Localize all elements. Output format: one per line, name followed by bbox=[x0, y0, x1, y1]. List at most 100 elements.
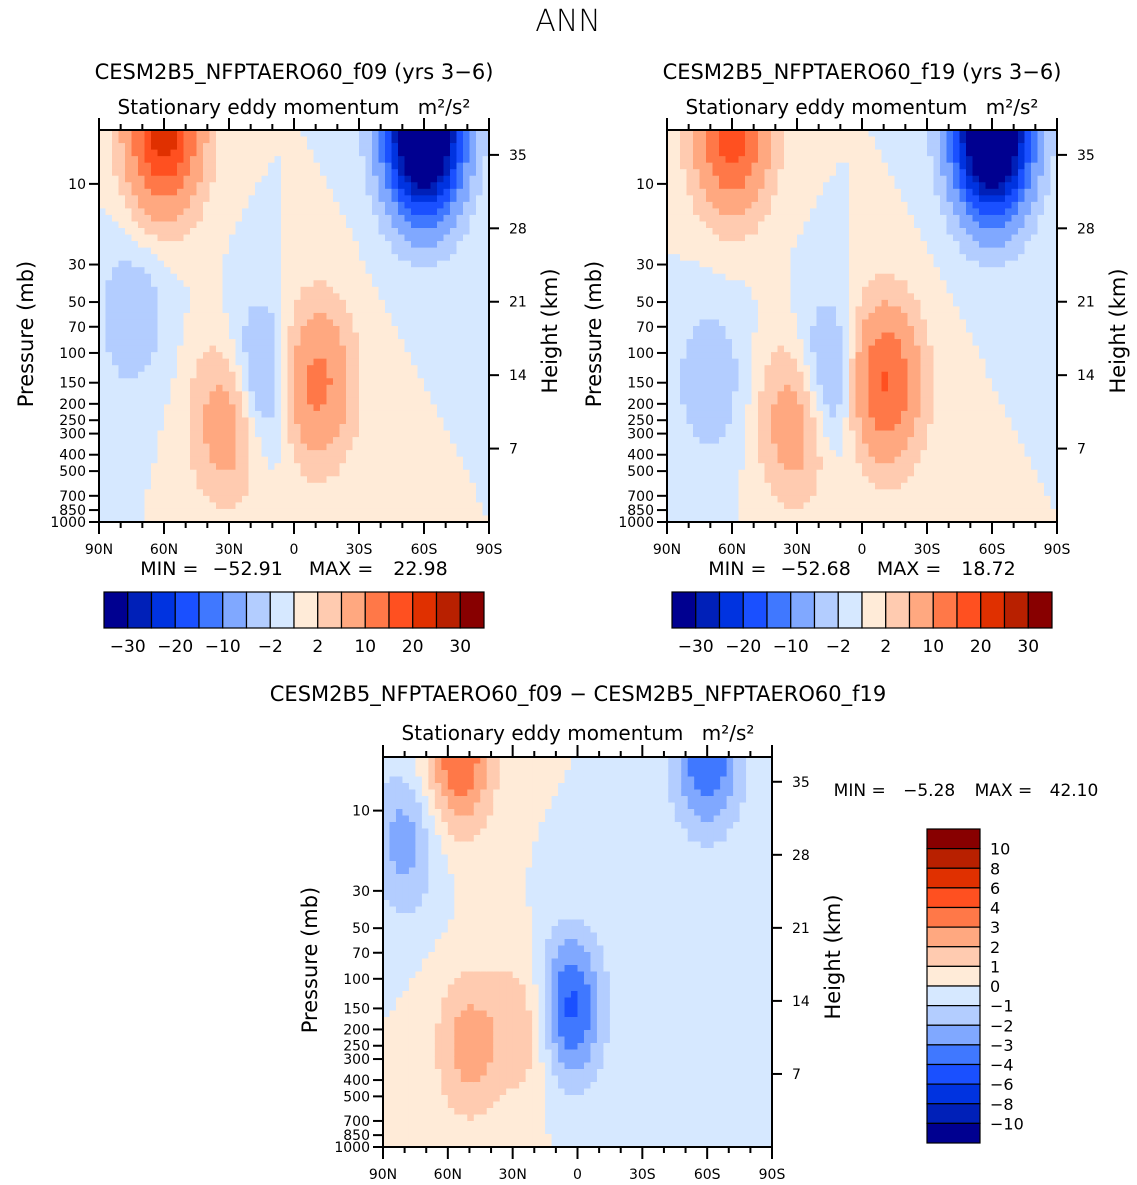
field-cell bbox=[235, 267, 243, 275]
field-cell bbox=[725, 188, 733, 196]
field-cell bbox=[274, 286, 282, 294]
field-cell bbox=[99, 280, 107, 288]
field-cell bbox=[281, 319, 289, 327]
field-cell bbox=[333, 293, 341, 301]
field-cell bbox=[430, 502, 438, 510]
field-cell bbox=[313, 417, 321, 425]
field-cell bbox=[359, 397, 367, 405]
field-cell bbox=[391, 149, 399, 157]
field-cell bbox=[699, 228, 707, 236]
field-cell bbox=[790, 397, 798, 405]
field-cell bbox=[138, 437, 146, 445]
field-cell bbox=[417, 495, 425, 503]
field-cell bbox=[274, 332, 282, 340]
field-cell bbox=[699, 241, 707, 249]
field-cell bbox=[346, 476, 354, 484]
field-cell bbox=[738, 404, 746, 412]
field-cell bbox=[164, 319, 172, 327]
field-cell bbox=[287, 417, 295, 425]
field-cell bbox=[274, 136, 282, 144]
field-cell bbox=[803, 182, 811, 190]
field-cell bbox=[745, 312, 753, 321]
field-cell bbox=[261, 273, 269, 281]
field-cell bbox=[333, 162, 341, 170]
field-cell bbox=[170, 371, 178, 379]
field-cell bbox=[693, 221, 701, 229]
field-cell bbox=[385, 306, 393, 314]
field-cell bbox=[105, 149, 113, 157]
field-cell bbox=[274, 221, 282, 229]
field-cell bbox=[261, 410, 269, 419]
field-cell bbox=[151, 162, 159, 170]
field-cell bbox=[157, 188, 165, 196]
field-cell bbox=[391, 214, 399, 223]
field-cell bbox=[196, 201, 204, 209]
field-cell bbox=[209, 515, 217, 522]
field-cell bbox=[712, 339, 720, 347]
field-cell bbox=[693, 234, 701, 242]
field-cell bbox=[372, 404, 380, 412]
field-cell bbox=[125, 228, 133, 236]
field-cell bbox=[105, 326, 113, 334]
field-cell bbox=[391, 182, 399, 190]
field-cell bbox=[469, 234, 477, 242]
field-cell bbox=[424, 136, 432, 144]
field-cell bbox=[719, 267, 727, 275]
field-cell bbox=[686, 175, 694, 183]
field-cell bbox=[417, 208, 425, 216]
field-cell bbox=[131, 365, 139, 373]
field-cell bbox=[261, 162, 269, 170]
field-cell bbox=[404, 195, 412, 203]
field-cell bbox=[404, 136, 412, 144]
field-cell bbox=[209, 404, 217, 412]
field-cell bbox=[346, 214, 354, 223]
field-cell bbox=[352, 234, 360, 242]
field-cell bbox=[680, 214, 688, 223]
field-cell bbox=[177, 476, 185, 484]
field-cell bbox=[680, 339, 688, 347]
field-cell bbox=[784, 508, 792, 517]
field-cell bbox=[281, 299, 289, 307]
colorbar-swatch bbox=[459, 591, 485, 629]
field-cell bbox=[385, 195, 393, 203]
field-cell bbox=[118, 260, 126, 268]
field-cell bbox=[797, 482, 805, 490]
field-cell bbox=[751, 352, 759, 360]
field-cell bbox=[469, 175, 477, 183]
field-cell bbox=[274, 326, 282, 334]
field-cell bbox=[339, 273, 347, 281]
field-cell bbox=[456, 495, 464, 503]
field-cell bbox=[255, 149, 263, 157]
field-cell bbox=[430, 515, 438, 522]
field-cell bbox=[430, 378, 438, 386]
field-cell bbox=[112, 214, 120, 223]
field-cell bbox=[372, 201, 380, 209]
field-cell bbox=[346, 332, 354, 340]
field-cell bbox=[255, 450, 263, 458]
field-cell bbox=[196, 299, 204, 307]
field-cell bbox=[437, 221, 445, 229]
field-cell bbox=[118, 169, 126, 177]
field-cell bbox=[738, 463, 746, 471]
field-cell bbox=[190, 162, 198, 170]
field-cell bbox=[758, 326, 766, 334]
field-cell bbox=[680, 489, 688, 497]
field-cell bbox=[476, 214, 484, 223]
field-cell bbox=[268, 508, 276, 517]
field-cell bbox=[177, 299, 185, 307]
field-cell bbox=[758, 410, 766, 419]
field-cell bbox=[268, 130, 276, 138]
field-cell bbox=[229, 326, 237, 334]
field-cell bbox=[261, 312, 269, 321]
field-cell bbox=[725, 410, 733, 419]
field-cell bbox=[391, 489, 399, 497]
field-cell bbox=[359, 515, 367, 522]
field-cell bbox=[235, 195, 243, 203]
field-cell bbox=[190, 424, 198, 432]
field-cell bbox=[680, 208, 688, 216]
field-cell bbox=[326, 345, 334, 353]
field-cell bbox=[686, 358, 694, 366]
field-cell bbox=[437, 241, 445, 249]
field-cell bbox=[771, 378, 779, 386]
field-cell bbox=[125, 195, 133, 203]
